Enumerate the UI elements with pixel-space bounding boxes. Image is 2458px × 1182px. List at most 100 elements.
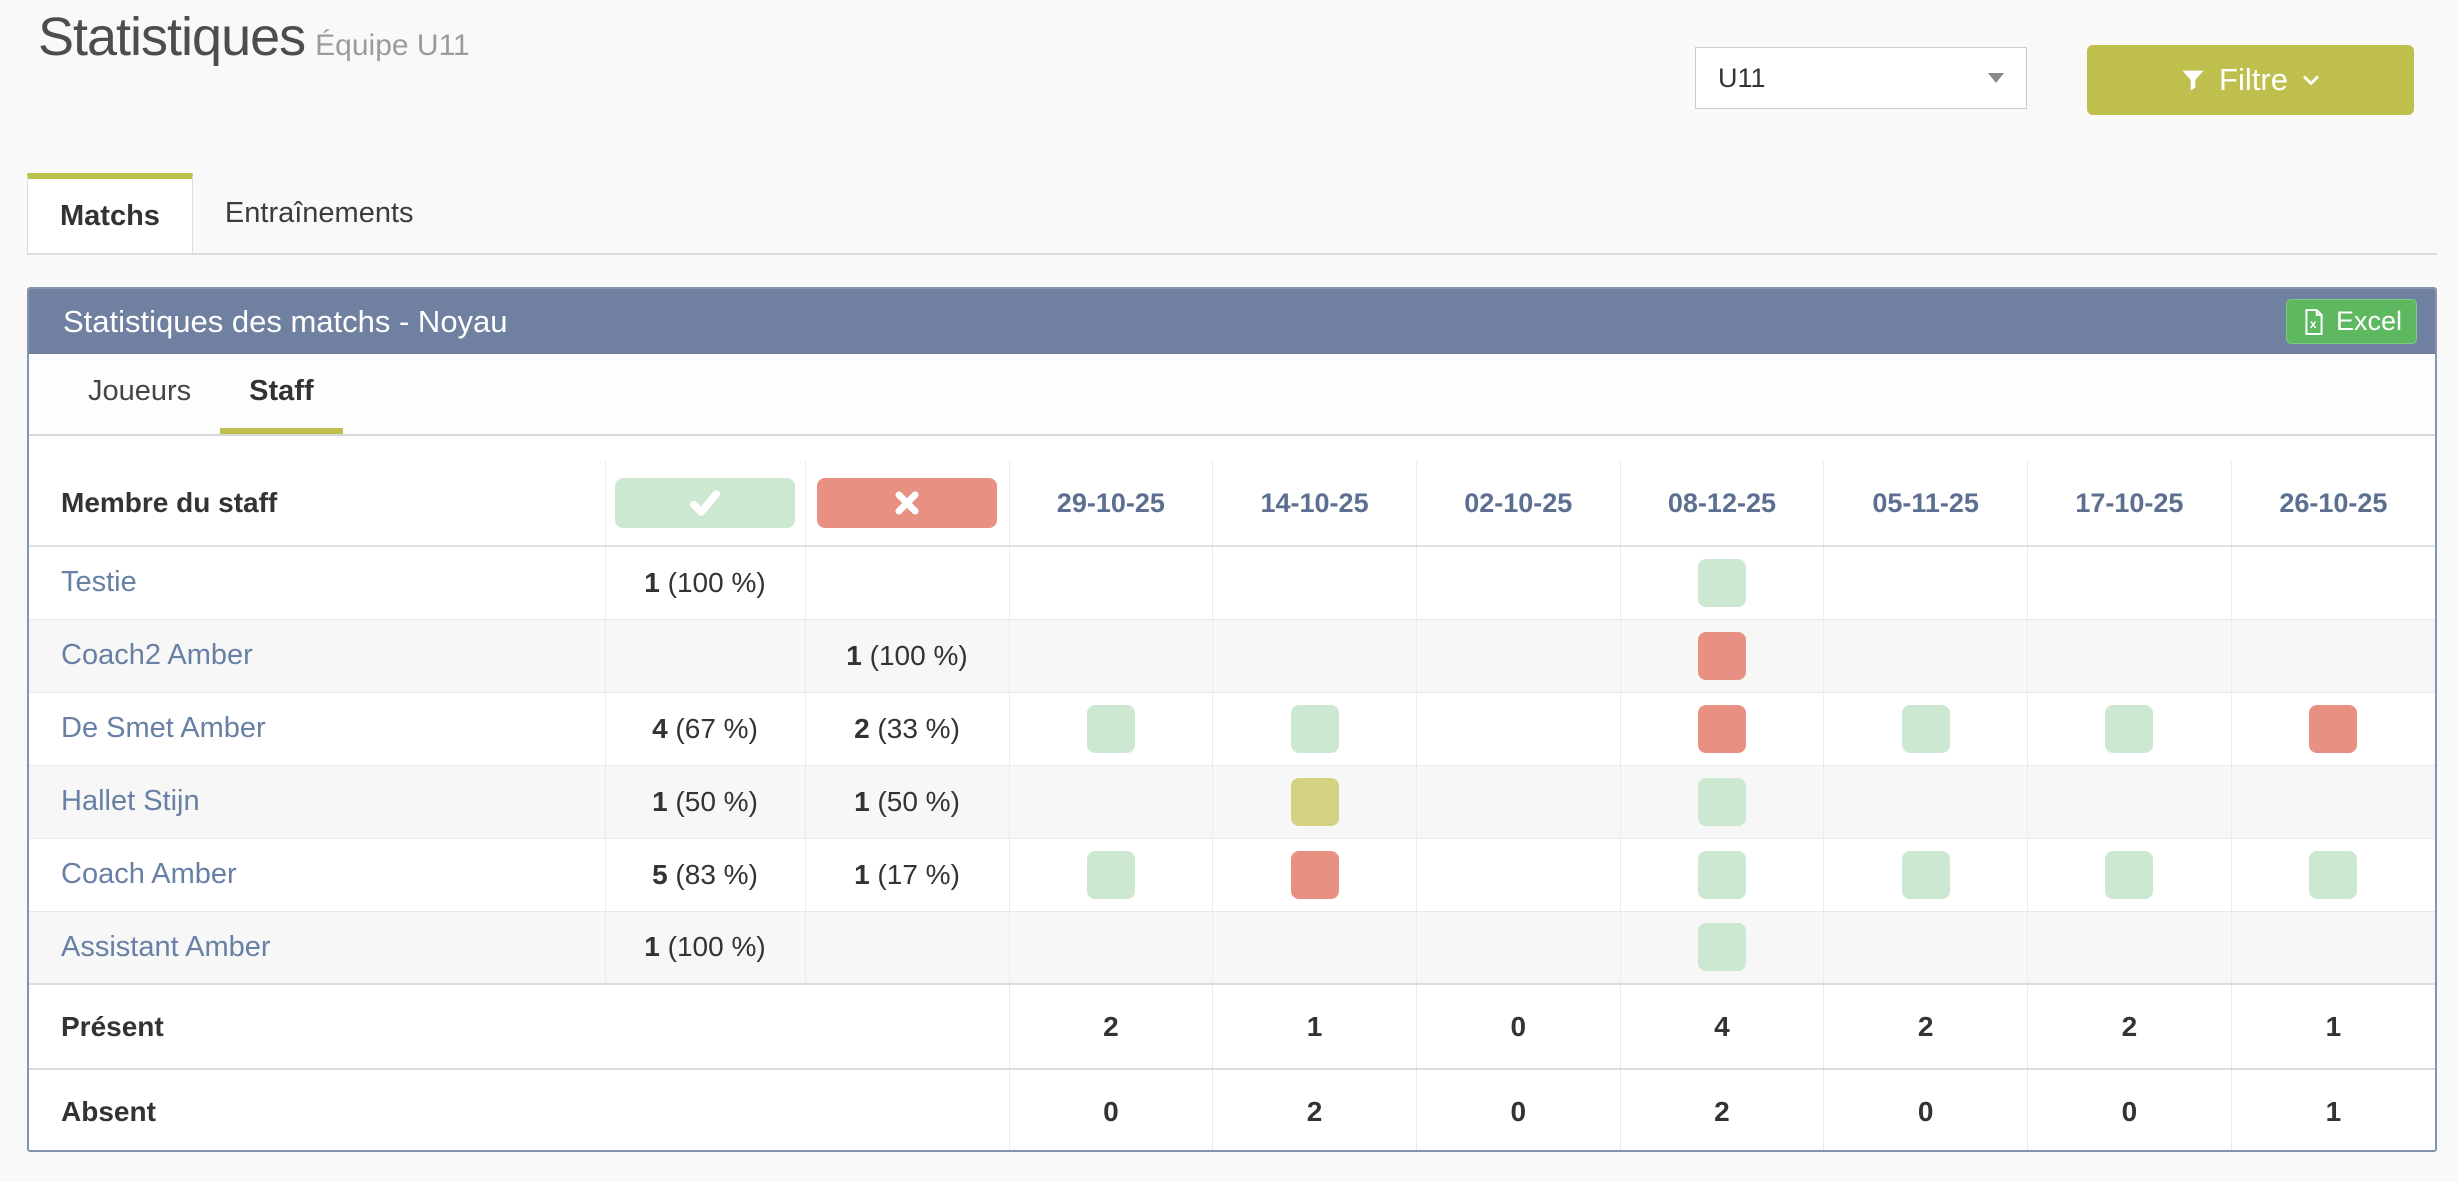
summary-label: Absent (29, 1069, 1010, 1150)
summary-row: Présent 2 1 0 4 2 2 1 (29, 984, 2435, 1069)
excel-file-icon: x (2301, 307, 2327, 337)
attendance-cell (1620, 911, 1825, 984)
attendance-cell (1620, 692, 1825, 765)
present-marker (2105, 704, 2154, 753)
staff-name-cell: Hallet Stijn (29, 765, 606, 838)
attendance-cell (1009, 619, 1214, 692)
summary-row: Absent 0 2 0 2 0 0 1 (29, 1069, 2435, 1150)
staff-name-link[interactable]: Testie (61, 566, 137, 599)
staff-row: De Smet Amber 4 (67 %) 2 (33 %) (29, 692, 2435, 765)
staff-name-cell: De Smet Amber (29, 692, 606, 765)
attendance-cell (1620, 838, 1825, 911)
absent-stat-cell: 1 (100 %) (805, 619, 1010, 692)
attendance-cell (1212, 692, 1417, 765)
tab-matchs[interactable]: Matchs (27, 173, 193, 253)
absent-marker (1290, 850, 1339, 899)
filter-button[interactable]: Filtre (2087, 45, 2414, 115)
summary-value: 0 (2027, 1069, 2232, 1150)
present-marker (1290, 704, 1339, 753)
present-marker (1697, 777, 1746, 826)
attendance-cell (2027, 765, 2232, 838)
staff-name-link[interactable]: Assistant Amber (61, 930, 271, 963)
summary-value: 1 (2325, 1010, 2342, 1042)
sub-tabs: Joueurs Staff (29, 354, 2435, 436)
present-stat-cell: 1 (100 %) (605, 911, 806, 984)
tab-entrainements-label: Entraînements (224, 196, 414, 229)
present-marker (2105, 850, 2154, 899)
attendance-cell (2027, 619, 2232, 692)
attendance-cell (1620, 546, 1825, 619)
subtab-staff[interactable]: Staff (220, 354, 343, 434)
absent-stat-cell: 1 (50 %) (805, 765, 1010, 838)
other-marker (1290, 777, 1339, 826)
present-marker (1901, 704, 1950, 753)
excel-export-button[interactable]: x Excel (2285, 299, 2417, 344)
subtab-joueurs-label: Joueurs (88, 374, 192, 407)
attendance-cell (1620, 619, 1825, 692)
attendance-cell (1416, 765, 1621, 838)
attendance-cell (1212, 546, 1417, 619)
attendance-cell (1212, 911, 1417, 984)
present-stat-cell: 4 (67 %) (605, 692, 806, 765)
attendance-cell (1823, 838, 2029, 911)
excel-button-label: Excel (2335, 306, 2402, 336)
col-header-staff: Membre du staff (29, 461, 606, 546)
attendance-cell (2231, 911, 2435, 984)
present-marker (1086, 850, 1135, 899)
col-header-date: 29-10-25 (1009, 461, 1214, 546)
tab-entrainements[interactable]: Entraînements (193, 173, 446, 253)
present-stat-cell: 5 (83 %) (605, 838, 806, 911)
attendance-cell (2231, 619, 2435, 692)
summary-value: 2 (1620, 1069, 1825, 1150)
present-marker (1697, 558, 1746, 607)
attendance-cell (1416, 911, 1621, 984)
attendance-cell (2231, 692, 2435, 765)
attendance-cell (2231, 838, 2435, 911)
attendance-cell (1416, 692, 1621, 765)
attendance-cell (1009, 546, 1214, 619)
staff-name-link[interactable]: Coach Amber (61, 858, 237, 890)
present-marker (1086, 704, 1135, 753)
summary-label: Présent (29, 984, 1010, 1069)
attendance-cell (1620, 765, 1825, 838)
attendance-cell (1823, 692, 2029, 765)
staff-name-cell: Coach Amber (29, 838, 606, 911)
col-header-date: 08-12-25 (1620, 461, 1825, 546)
team-select[interactable]: U11 (1695, 47, 2027, 109)
attendance-cell (2027, 692, 2232, 765)
panel-title: Statistiques des matchs - Noyau (63, 303, 508, 339)
absent-stat-cell: 2 (33 %) (805, 692, 1010, 765)
present-stat-cell (605, 619, 806, 692)
summary-value: 1 (2325, 1096, 2342, 1127)
staff-name-link[interactable]: Coach2 Amber (61, 639, 253, 671)
x-icon (817, 478, 997, 528)
staff-row: Testie 1 (100 %) (29, 546, 2435, 619)
staff-name-link[interactable]: Hallet Stijn (61, 785, 200, 817)
staff-name-cell: Assistant Amber (29, 911, 606, 984)
col-header-date: 17-10-25 (2027, 461, 2232, 546)
absent-marker (1697, 704, 1746, 753)
panel-header: Statistiques des matchs - Noyau x Excel (29, 289, 2435, 354)
page-title-text: Statistiques (38, 7, 306, 67)
present-marker (1901, 850, 1950, 899)
summary-value: 0 (1416, 1069, 1621, 1150)
attendance-cell (2027, 838, 2232, 911)
subtab-joueurs[interactable]: Joueurs (59, 354, 220, 434)
attendance-cell (1212, 765, 1417, 838)
attendance-cell (1823, 765, 2029, 838)
chevron-down-icon (2300, 69, 2322, 91)
staff-row: Coach Amber 5 (83 %) 1 (17 %) (29, 838, 2435, 911)
table-body: Testie 1 (100 %) Coach2 Amber 1 (100 %) De S… (29, 546, 2435, 1150)
attendance-cell (1009, 765, 1214, 838)
staff-name-cell: Coach2 Amber (29, 619, 606, 692)
summary-value: 2 (1823, 984, 2029, 1069)
staff-name-link[interactable]: De Smet Amber (61, 712, 266, 744)
absent-column-header (805, 461, 1010, 546)
stats-panel: Statistiques des matchs - Noyau x Excel … (27, 287, 2437, 1152)
table-head: Membre du staff 29-10-25 14-10-25 02-10-25 0… (29, 461, 2435, 546)
absent-stat-cell: 1 (17 %) (805, 838, 1010, 911)
present-column-header (605, 461, 806, 546)
col-header-date: 05-11-25 (1823, 461, 2029, 546)
absent-marker (1697, 631, 1746, 680)
